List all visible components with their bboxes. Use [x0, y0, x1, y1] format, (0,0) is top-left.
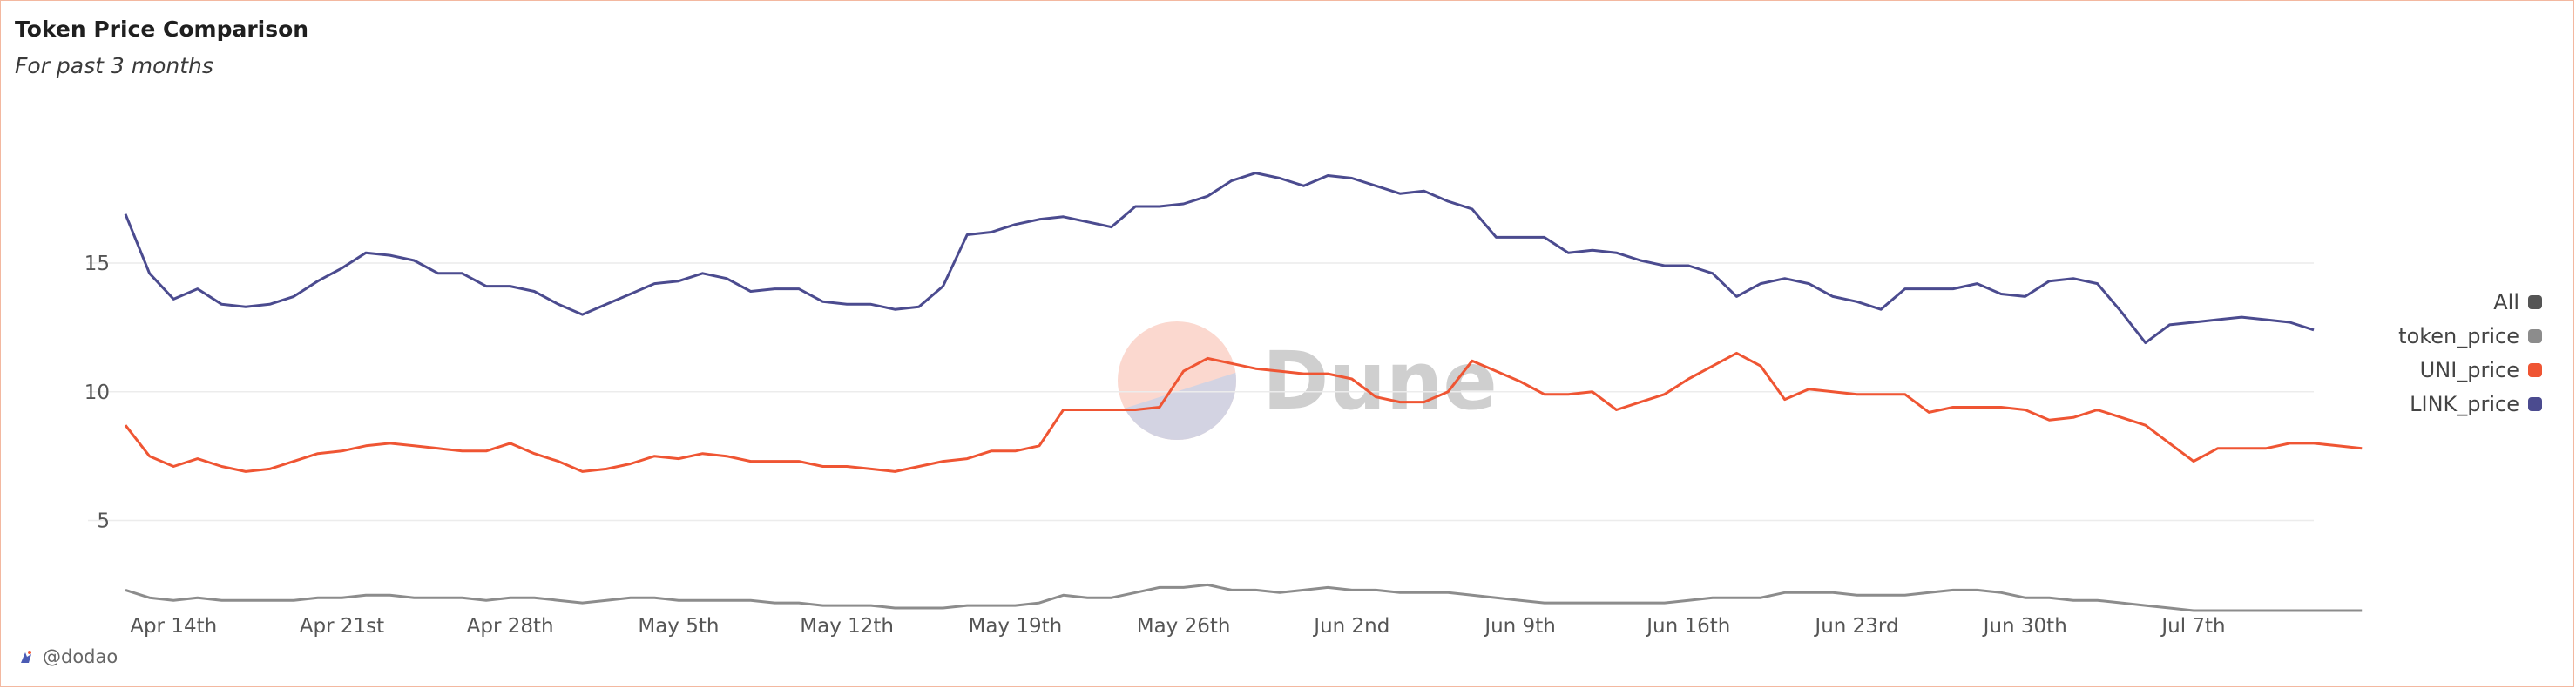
grid-lines — [88, 262, 2314, 522]
dune-user-icon — [21, 651, 31, 663]
x-tick-label: Apr 21st — [300, 615, 384, 638]
y-tick-label: 10 — [85, 382, 110, 404]
y-axis: 5 10 15 — [85, 253, 110, 533]
y-tick-label: 15 — [85, 253, 110, 275]
chart-subtitle: For past 3 months — [15, 53, 213, 78]
x-tick-label: May 19th — [968, 615, 1062, 638]
x-tick-label: Jun 9th — [1483, 615, 1555, 638]
legend-label: LINK_price — [2410, 391, 2519, 416]
series-lines — [124, 172, 2363, 612]
attribution-text: @dodao — [43, 646, 118, 667]
x-tick-label: May 26th — [1137, 615, 1231, 638]
footer: @dodao — [18, 646, 118, 667]
x-tick-label: Jul 7th — [2160, 615, 2225, 638]
series-line-uni-price[interactable] — [124, 351, 2363, 473]
legend: All token_price UNI_price LINK_price — [2398, 285, 2542, 421]
series-line-link-price[interactable] — [124, 172, 2315, 345]
x-tick-label: Jun 23rd — [1813, 615, 1898, 638]
legend-item-link-price[interactable]: LINK_price — [2398, 387, 2542, 421]
legend-label: All — [2493, 289, 2519, 314]
legend-swatch — [2528, 328, 2542, 343]
x-tick-label: Apr 14th — [130, 615, 217, 638]
x-tick-label: May 5th — [638, 615, 719, 638]
series-line-token-price[interactable] — [125, 583, 2363, 612]
x-tick-label: Jun 30th — [1982, 615, 2067, 638]
legend-item-all[interactable]: All — [2398, 285, 2542, 319]
legend-item-uni-price[interactable]: UNI_price — [2398, 353, 2542, 387]
x-tick-label: Apr 28th — [467, 615, 554, 638]
legend-swatch — [2528, 294, 2542, 309]
x-tick-label: May 12th — [800, 615, 894, 638]
chart-title: Token Price Comparison — [15, 17, 309, 42]
x-tick-label: Jun 16th — [1645, 615, 1730, 638]
legend-swatch — [2528, 396, 2542, 411]
x-axis: Apr 14th Apr 21st Apr 28th May 5th May 12th M… — [130, 615, 2225, 638]
legend-label: token_price — [2398, 323, 2519, 348]
x-tick-label: Jun 2nd — [1312, 615, 1389, 638]
legend-label: UNI_price — [2419, 357, 2519, 382]
legend-item-token-price[interactable]: token_price — [2398, 319, 2542, 353]
y-tick-label: 5 — [97, 510, 110, 533]
legend-swatch — [2528, 362, 2542, 377]
